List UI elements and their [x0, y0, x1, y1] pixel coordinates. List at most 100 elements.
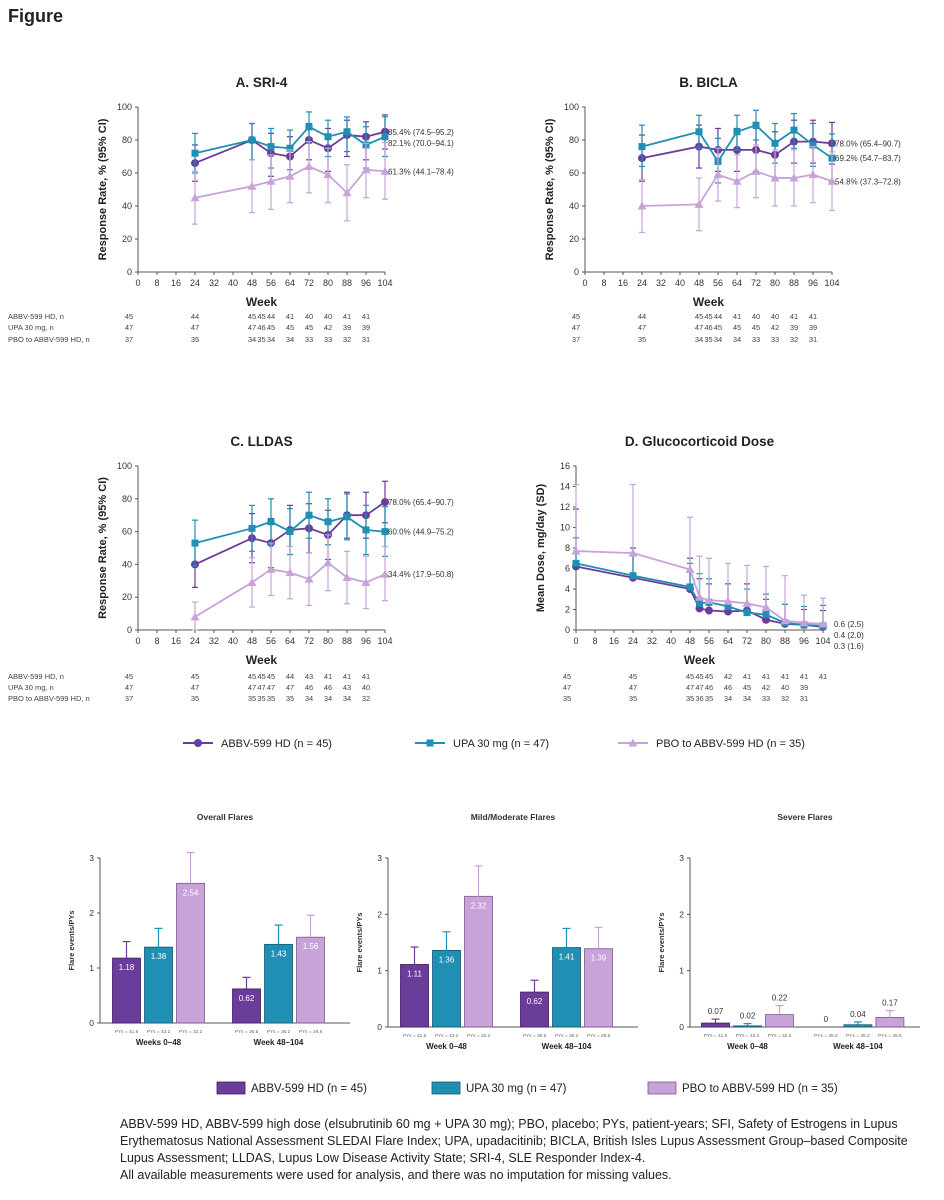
bar [296, 936, 325, 1024]
data-point [771, 139, 779, 147]
y-tick-label: 0 [679, 1022, 684, 1032]
y-axis-label: Response Rate, % (95% CI) [97, 118, 109, 260]
at-risk-count: 44 [638, 312, 646, 321]
x-axis-label: Week [693, 295, 724, 309]
at-risk-count: 34 [267, 335, 275, 344]
y-tick-label: 0 [127, 625, 132, 635]
x-tick-label: 16 [171, 636, 181, 646]
bar-value-label: 0.17 [882, 999, 898, 1008]
y-axis-label: Mean Dose, mg/day (SD) [535, 483, 547, 612]
at-risk-count: 47 [695, 683, 703, 692]
at-risk-count: 34 [305, 694, 313, 703]
at-risk-count: 35 [705, 694, 713, 703]
y-tick-label: 0 [89, 1018, 94, 1028]
legend-label: PBO to ABBV-599 HD (n = 35) [682, 1083, 838, 1095]
bar [875, 1017, 905, 1028]
bar-value-label: 0.62 [239, 994, 255, 1003]
data-point [324, 518, 332, 526]
x-tick-label: 0 [135, 636, 140, 646]
x-tick-label: 80 [770, 278, 780, 288]
at-risk-row-label: PBO to ABBV-599 HD, n [8, 694, 90, 703]
y-tick-label: 60 [569, 168, 579, 178]
x-tick-label: 80 [761, 636, 771, 646]
bar [765, 1014, 794, 1028]
y-tick-label: 20 [122, 592, 132, 602]
at-risk-count: 45 [248, 312, 256, 321]
at-risk-count: 45 [191, 672, 199, 681]
y-tick-label: 80 [569, 135, 579, 145]
data-point [343, 513, 351, 521]
data-point [686, 583, 694, 591]
at-risk-count: 46 [324, 683, 332, 692]
at-risk-count: 43 [343, 683, 351, 692]
pys-label: PYs = 32.2 [179, 1029, 203, 1035]
data-point [286, 528, 294, 536]
pys-label: PYs = 36.5 [235, 1029, 259, 1035]
at-risk-count: 42 [762, 683, 770, 692]
at-risk-count: 34 [743, 694, 751, 703]
x-tick-label: 8 [592, 636, 597, 646]
y-tick-label: 0 [565, 625, 570, 635]
data-point [266, 176, 276, 185]
at-risk-count: 47 [686, 683, 694, 692]
bar-chart-title: Overall Flares [197, 812, 254, 822]
at-risk-count: 34 [324, 694, 332, 703]
at-risk-count: 45 [125, 312, 133, 321]
x-tick-label: 48 [247, 278, 257, 288]
data-point [285, 171, 295, 180]
y-tick-label: 10 [560, 523, 570, 533]
legend-swatch [647, 1081, 677, 1095]
x-tick-label: 0 [582, 278, 587, 288]
at-risk-count: 45 [695, 312, 703, 321]
legend-marker [628, 738, 638, 747]
data-point [761, 602, 771, 611]
x-tick-label: 0 [135, 278, 140, 288]
legend-marker [426, 739, 434, 747]
pys-label: PYs = 36.2 [555, 1033, 579, 1039]
x-tick-label: 80 [323, 636, 333, 646]
chart-title: D. Glucocorticoid Dose [625, 434, 775, 449]
bar [400, 964, 429, 1028]
legend-marker [194, 739, 202, 747]
y-axis-label: Flare events/PYs [355, 912, 364, 972]
legend-swatch [216, 1081, 246, 1095]
at-risk-count: 41 [790, 312, 798, 321]
data-point [342, 188, 352, 197]
at-risk-count: 34 [714, 335, 722, 344]
at-risk-count: 33 [752, 335, 760, 344]
bar-value-label: 1.11 [407, 969, 423, 978]
x-tick-label: 24 [190, 636, 200, 646]
at-risk-count: 45 [125, 672, 133, 681]
at-risk-count: 47 [191, 323, 199, 332]
data-point [713, 170, 723, 179]
x-tick-label: 88 [789, 278, 799, 288]
data-point [770, 173, 780, 182]
end-value-label: 0.6 (2.5) [834, 620, 864, 629]
at-risk-count: 47 [286, 683, 294, 692]
x-tick-label: 72 [304, 278, 314, 288]
pys-label: PYs = 32.2 [467, 1033, 491, 1039]
end-value-label: 0.4 (2.0) [834, 631, 864, 640]
bar [733, 1025, 762, 1028]
bar-value-label: 1.38 [151, 952, 167, 961]
series-3 [637, 144, 837, 233]
at-risk-count: 37 [572, 335, 580, 344]
at-risk-count: 47 [563, 683, 571, 692]
at-risk-count: 45 [714, 323, 722, 332]
end-value-label: 34.4% (17.9–50.8) [388, 570, 454, 579]
x-tick-label: 56 [713, 278, 723, 288]
data-point [247, 181, 257, 190]
end-value-label: 78.0% (65.4–90.7) [388, 498, 454, 507]
y-axis-label: Flare events/PYs [67, 910, 76, 970]
line-chart-3: C. LLDAS 0 20 40 60 80 100 0 8 16 24 32 40 48 56 64 72 80… [8, 434, 454, 703]
at-risk-count: 45 [704, 312, 712, 321]
x-tick-label: 40 [228, 636, 238, 646]
at-risk-count: 46 [704, 323, 712, 332]
at-risk-count: 44 [191, 312, 199, 321]
legend-label: ABBV-599 HD (n = 45) [251, 1083, 367, 1095]
group-label: Weeks 0–48 [136, 1038, 182, 1047]
data-point [380, 569, 390, 578]
at-risk-count: 42 [324, 323, 332, 332]
y-tick-label: 100 [117, 102, 132, 112]
end-value-label: 69.2% (54.7–83.7) [835, 154, 901, 163]
